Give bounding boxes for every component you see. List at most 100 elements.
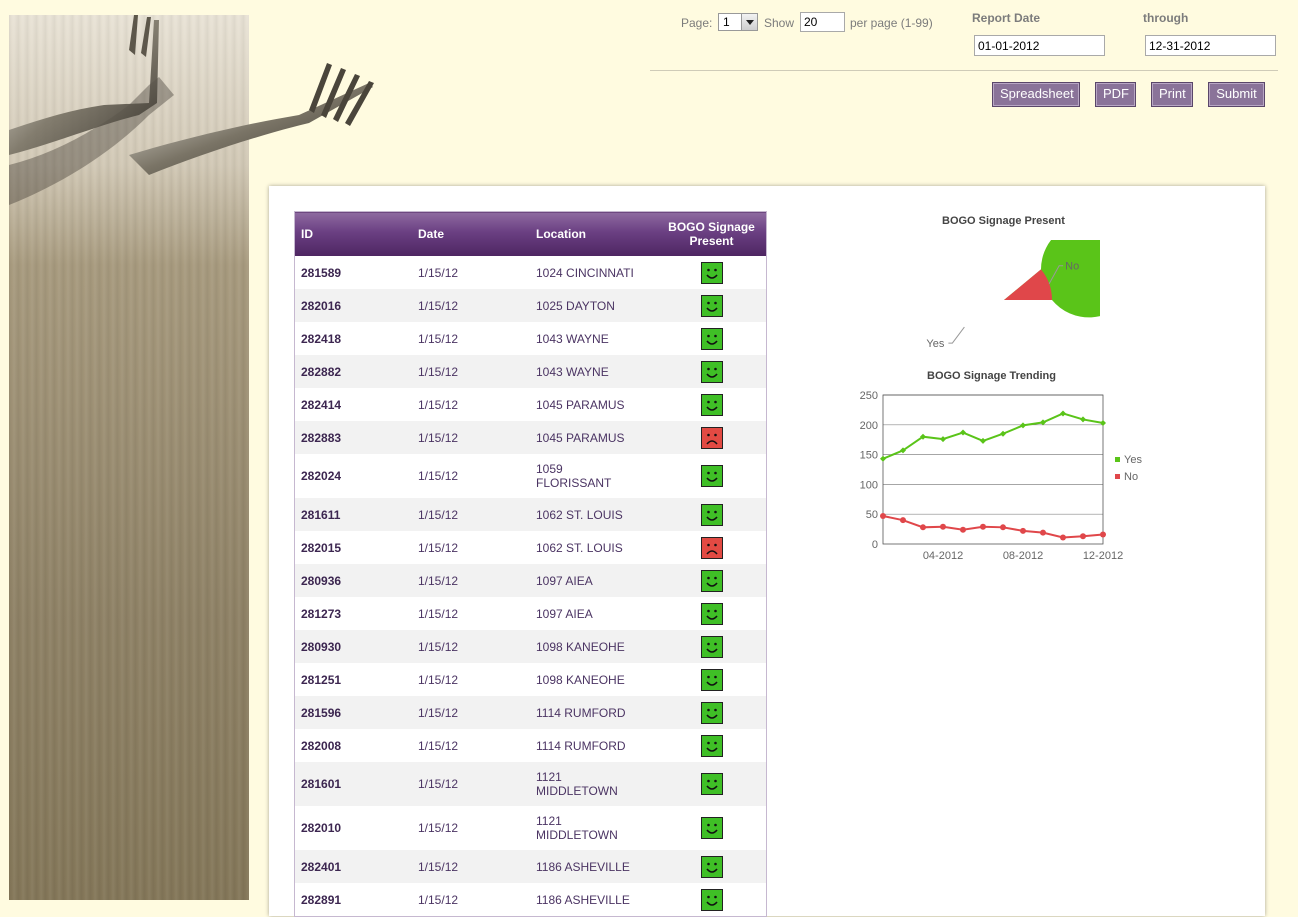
row-id: 282024: [301, 469, 342, 483]
table-row: 280936 1/15/12 1097 AIEA: [294, 564, 767, 597]
row-location: 1097 AIEA: [530, 597, 657, 630]
row-id: 280936: [294, 564, 412, 597]
table-row: 281589 1/15/12 1024 CINCINNATI: [295, 256, 767, 289]
row-date: 1/15/12: [412, 696, 530, 729]
table-row: 280930 1/15/12 1098 KANEOHE: [294, 630, 767, 663]
row-location-line1: 1043 WAYNE: [536, 364, 609, 379]
row-location: 1098 KANEOHE: [530, 630, 657, 663]
data-point-yes[interactable]: [940, 436, 946, 443]
table-row: 282418 1/15/12 1043 WAYNE: [295, 322, 767, 355]
data-point-yes[interactable]: [960, 429, 966, 436]
pdf-button[interactable]: PDF: [1095, 82, 1136, 107]
data-point-yes[interactable]: [880, 455, 886, 462]
legend-label-no: No: [1124, 471, 1138, 483]
pie-slice-no[interactable]: [1004, 269, 1052, 300]
data-point-yes[interactable]: [900, 447, 906, 454]
row-location-line1: 1114 RUMFORD: [536, 705, 626, 720]
row-signage: [657, 289, 767, 322]
row-location-line2: MIDDLETOWN: [536, 828, 618, 842]
data-point-no[interactable]: [940, 523, 946, 530]
row-location: 1062 ST. LOUIS: [530, 531, 657, 564]
data-point-yes[interactable]: [1100, 420, 1106, 427]
header-divider: [650, 70, 1278, 71]
table-row: 282024 1/15/12 1059 FLORISSANT: [295, 454, 767, 498]
row-location: 1114 RUMFORD: [530, 696, 657, 729]
row-signage: [657, 630, 767, 663]
data-point-yes[interactable]: [1020, 422, 1026, 429]
data-point-yes[interactable]: [1080, 416, 1086, 423]
smiley-face-icon: [700, 294, 723, 317]
row-id: 281251: [301, 672, 342, 687]
row-date: 1/15/12: [418, 821, 459, 835]
row-id: 282401: [294, 850, 412, 883]
pie-leader-yes: [948, 326, 965, 344]
row-location-line1: 1024 CINCINNATI: [536, 265, 634, 280]
row-signage: [657, 850, 767, 883]
row-date: 1/15/12: [418, 606, 459, 621]
row-id: 282418: [301, 331, 342, 346]
data-point-no[interactable]: [920, 524, 926, 531]
table-body: 281589 1/15/12 1024 CINCINNATI 282016 1/15/1…: [294, 256, 767, 917]
per-page-input[interactable]: [800, 12, 845, 32]
end-date-input[interactable]: [1145, 35, 1276, 56]
data-point-no[interactable]: [1020, 527, 1026, 534]
smiley-face-icon: [700, 261, 723, 284]
page-select[interactable]: 1: [718, 13, 758, 31]
column-header-signage-line2: Present: [689, 234, 734, 248]
data-point-no[interactable]: [1060, 534, 1066, 541]
spreadsheet-button[interactable]: Spreadsheet: [992, 82, 1080, 107]
row-date: 1/15/12: [412, 355, 530, 388]
column-header-location[interactable]: Location: [530, 211, 657, 256]
row-signage: [657, 322, 767, 355]
data-point-no[interactable]: [960, 526, 966, 533]
data-point-yes[interactable]: [1000, 430, 1006, 437]
row-location-line2: FLORISSANT: [536, 476, 612, 490]
table-row: 282401 1/15/12 1186 ASHEVILLE: [294, 850, 767, 883]
line-chart-title: BOGO Signage Trending: [927, 370, 1056, 382]
data-point-no[interactable]: [900, 517, 906, 524]
row-location-line1: 1098 KANEOHE: [536, 672, 625, 687]
row-id: 282010: [301, 821, 342, 835]
smiley-face-icon: [700, 701, 723, 724]
data-point-no[interactable]: [1040, 529, 1046, 536]
smiley-face-icon: [700, 602, 723, 625]
data-point-yes[interactable]: [920, 433, 926, 440]
data-point-yes[interactable]: [1060, 410, 1066, 417]
table-row: 281601 1/15/12 1121 MIDDLETOWN: [294, 762, 767, 806]
row-location-line1: 1062 ST. LOUIS: [536, 507, 623, 522]
per-page-label: per page (1-99): [850, 16, 933, 30]
x-tick-label: 08-2012: [1003, 550, 1043, 562]
legend-swatch-yes: [1115, 457, 1120, 462]
pie-chart-title: BOGO Signage Present: [942, 215, 1065, 227]
table-row: 282010 1/15/12 1121 MIDDLETOWN: [295, 806, 767, 850]
data-point-no[interactable]: [1080, 533, 1086, 540]
print-button[interactable]: Print: [1151, 82, 1193, 107]
start-date-input[interactable]: [974, 35, 1105, 56]
column-header-date[interactable]: Date: [412, 211, 530, 256]
row-id: 282015: [301, 540, 342, 555]
smiley-face-icon: [700, 393, 723, 416]
column-header-id[interactable]: ID: [294, 211, 412, 256]
row-id: 281589: [301, 265, 342, 280]
row-signage: [657, 762, 767, 806]
smiley-face-icon: [700, 635, 723, 658]
row-location: 1186 ASHEVILLE: [530, 850, 657, 883]
smiley-face-icon: [700, 855, 723, 878]
report-date-label: Report Date: [972, 11, 1041, 25]
chevron-down-icon[interactable]: [741, 14, 757, 30]
series-line-yes: [882, 412, 1104, 460]
data-point-yes[interactable]: [980, 437, 986, 444]
column-header-signage[interactable]: BOGO Signage Present: [657, 211, 767, 256]
y-tick-label: 100: [860, 479, 878, 491]
data-point-no[interactable]: [1100, 531, 1106, 538]
row-location: 1098 KANEOHE: [530, 663, 657, 696]
submit-button[interactable]: Submit: [1208, 82, 1265, 107]
data-point-no[interactable]: [980, 523, 986, 530]
row-signage: [657, 421, 767, 454]
data-point-no[interactable]: [880, 512, 886, 519]
sad-face-icon: [700, 426, 723, 449]
data-point-no[interactable]: [1000, 524, 1006, 531]
data-point-yes[interactable]: [1040, 419, 1046, 426]
row-location: 1025 DAYTON: [530, 289, 657, 322]
row-location: 1043 WAYNE: [530, 355, 657, 388]
